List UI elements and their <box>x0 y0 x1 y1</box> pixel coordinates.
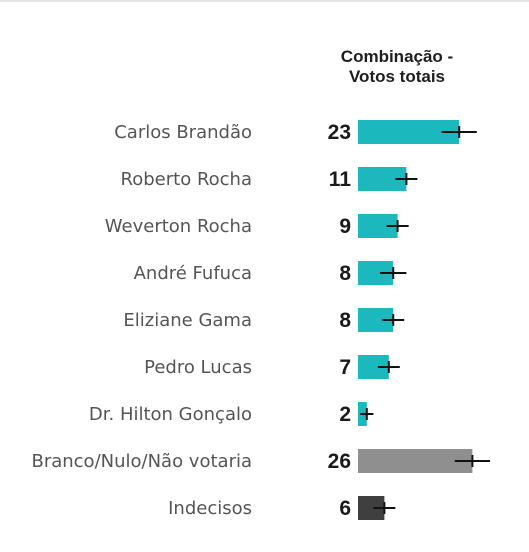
value-label: 2 <box>339 403 351 426</box>
bar-row: Eliziane Gama 8 <box>123 308 405 332</box>
bars-layer: Carlos Brandão 23 Roberto Rocha 11 Weverton … <box>31 120 490 520</box>
bar-row: Indecisos 6 <box>168 496 396 520</box>
category-label: Pedro Lucas <box>144 357 252 378</box>
value-label: 8 <box>339 262 351 285</box>
value-label: 11 <box>329 168 352 191</box>
value-label: 26 <box>328 450 351 473</box>
value-label: 8 <box>339 309 351 332</box>
chart-title: Combinação -Votos totais <box>341 47 453 86</box>
bar-row: André Fufuca 8 <box>134 261 407 285</box>
bar <box>358 449 473 473</box>
bar-row: Weverton Rocha 9 <box>105 214 409 238</box>
category-label: Roberto Rocha <box>121 169 252 190</box>
chart-title-line: Combinação - <box>341 47 453 66</box>
value-label: 6 <box>339 497 351 520</box>
category-label: Indecisos <box>168 498 252 519</box>
bar-row: Pedro Lucas 7 <box>144 355 400 379</box>
value-label: 23 <box>328 121 351 144</box>
bar-row: Roberto Rocha 11 <box>121 167 418 191</box>
value-label: 9 <box>339 215 351 238</box>
category-label: Dr. Hilton Gonçalo <box>89 404 252 425</box>
category-label: Eliziane Gama <box>123 310 252 331</box>
category-label: André Fufuca <box>134 263 252 284</box>
category-label: Branco/Nulo/Não votaria <box>31 451 252 472</box>
bar-row: Branco/Nulo/Não votaria 26 <box>31 449 490 473</box>
category-label: Carlos Brandão <box>114 122 252 143</box>
chart-title-line: Votos totais <box>349 67 445 86</box>
value-label: 7 <box>339 356 351 379</box>
bar-row: Dr. Hilton Gonçalo 2 <box>89 402 374 426</box>
category-label: Weverton Rocha <box>105 216 252 237</box>
bar-row: Carlos Brandão 23 <box>114 120 477 144</box>
